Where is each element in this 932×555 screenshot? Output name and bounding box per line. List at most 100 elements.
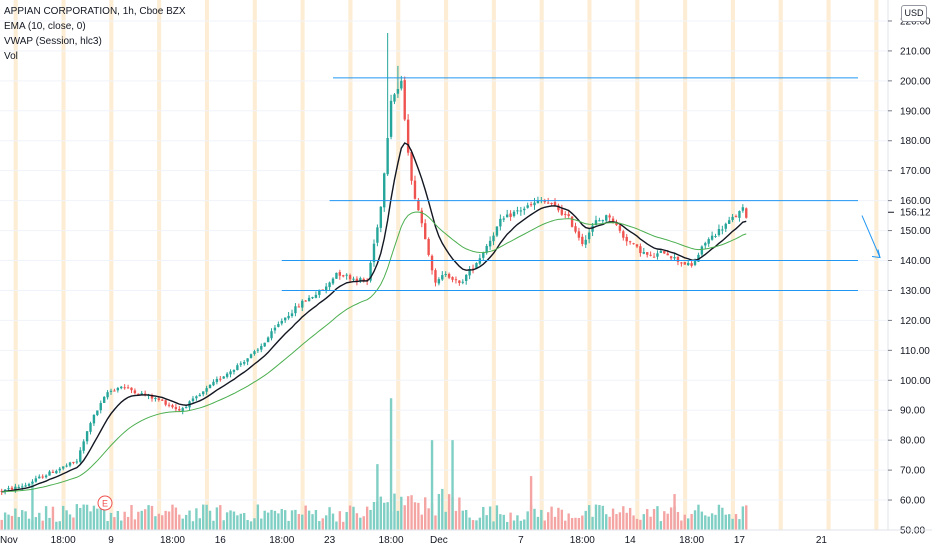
volume-bar bbox=[492, 521, 495, 530]
candle-body bbox=[649, 254, 652, 256]
volume-bar bbox=[471, 520, 475, 530]
volume-bar bbox=[369, 509, 372, 530]
session-band bbox=[587, 0, 592, 530]
price-tick-label: 80.00 bbox=[900, 436, 925, 447]
volume-bar bbox=[352, 506, 355, 530]
volume-bar bbox=[195, 508, 198, 530]
volume-bar bbox=[89, 511, 92, 530]
candle-body bbox=[697, 254, 700, 262]
volume-bar bbox=[741, 506, 745, 530]
candle-body bbox=[120, 386, 123, 389]
candle-body bbox=[598, 220, 601, 222]
volume-bar bbox=[318, 521, 321, 530]
volume-bar bbox=[635, 518, 639, 530]
volume-bar bbox=[587, 505, 591, 530]
volume-bar bbox=[519, 520, 523, 530]
candle-body bbox=[253, 351, 256, 355]
candle-body bbox=[652, 256, 656, 258]
candle-body bbox=[222, 376, 225, 379]
candle-body bbox=[249, 354, 253, 358]
trend-arrow bbox=[861, 215, 881, 258]
volume-bar bbox=[191, 521, 195, 530]
price-tick-label: 140.00 bbox=[900, 256, 931, 267]
volume-spike bbox=[31, 482, 34, 530]
volume-bar bbox=[249, 521, 253, 530]
volume-bar bbox=[277, 513, 280, 530]
volume-bar bbox=[14, 508, 17, 530]
candle-body bbox=[290, 313, 294, 317]
volume-bar bbox=[263, 510, 266, 530]
volume-bar bbox=[123, 511, 126, 530]
candle-body bbox=[116, 387, 120, 391]
volume-bar bbox=[475, 520, 478, 530]
volume-bar bbox=[338, 511, 342, 530]
volume-bar bbox=[61, 505, 65, 530]
candle-body bbox=[34, 478, 38, 482]
candle-body bbox=[123, 387, 126, 389]
volume-bar bbox=[420, 514, 423, 530]
volume-bar bbox=[734, 514, 738, 530]
candle-body bbox=[359, 278, 362, 281]
candle-body bbox=[195, 396, 198, 399]
candle-body bbox=[102, 396, 106, 403]
candle-body bbox=[741, 207, 745, 211]
candle-body bbox=[318, 289, 321, 295]
candle-body bbox=[202, 391, 205, 395]
volume-bar bbox=[294, 509, 297, 530]
time-tick-label: 18:00 bbox=[379, 535, 404, 546]
candle-body bbox=[348, 275, 352, 280]
volume-bar bbox=[632, 515, 635, 530]
candle-body bbox=[669, 256, 673, 259]
candle-body bbox=[693, 261, 697, 265]
candle-body bbox=[512, 211, 516, 217]
candle-body bbox=[475, 263, 478, 269]
volume-bar bbox=[280, 508, 283, 530]
price-tick-label: 90.00 bbox=[900, 406, 925, 417]
volume-bar bbox=[721, 507, 724, 530]
volume-bar bbox=[618, 512, 622, 530]
volume-bar bbox=[646, 509, 649, 530]
volume-bar bbox=[584, 510, 587, 530]
volume-bar bbox=[683, 514, 686, 530]
session-band bbox=[730, 0, 735, 530]
candle-body bbox=[331, 278, 335, 284]
volume-bar bbox=[348, 505, 352, 530]
volume-bar bbox=[58, 521, 61, 530]
earnings-marker bbox=[97, 495, 113, 511]
volume-bar bbox=[147, 505, 150, 530]
volume-bar bbox=[666, 513, 669, 530]
volume-bar bbox=[246, 520, 249, 530]
volume-bar bbox=[215, 507, 219, 530]
candle-body bbox=[113, 390, 116, 392]
volume-bar bbox=[639, 519, 642, 530]
volume-bar bbox=[488, 506, 492, 530]
volume-spike bbox=[430, 440, 434, 530]
time-tick-label: 14 bbox=[625, 535, 637, 546]
candle-body bbox=[352, 278, 355, 280]
volume-bar bbox=[413, 502, 417, 530]
candle-body bbox=[7, 488, 10, 490]
candle-body bbox=[58, 468, 61, 471]
volume-bar bbox=[355, 513, 359, 530]
candle-body bbox=[126, 387, 130, 389]
volume-bar bbox=[615, 514, 618, 530]
price-tick-label: 150.00 bbox=[900, 226, 931, 237]
volume-bar bbox=[540, 509, 543, 530]
volume-bar bbox=[239, 513, 242, 530]
ema-line bbox=[1, 142, 747, 493]
candle-body bbox=[594, 220, 598, 226]
candle-body bbox=[611, 218, 615, 223]
candle-body bbox=[109, 390, 113, 392]
price-tick-label: 190.00 bbox=[900, 106, 931, 117]
volume-bar bbox=[164, 510, 167, 530]
volume-bar bbox=[700, 511, 704, 530]
candle-body bbox=[495, 226, 499, 236]
candle-body bbox=[587, 232, 591, 240]
candle-body bbox=[133, 390, 137, 394]
currency-badge[interactable]: USD bbox=[901, 5, 927, 22]
candle-body bbox=[369, 262, 372, 281]
volume-bar bbox=[625, 512, 628, 530]
candle-body bbox=[564, 213, 567, 215]
price-tick-label: 210.00 bbox=[900, 46, 931, 57]
